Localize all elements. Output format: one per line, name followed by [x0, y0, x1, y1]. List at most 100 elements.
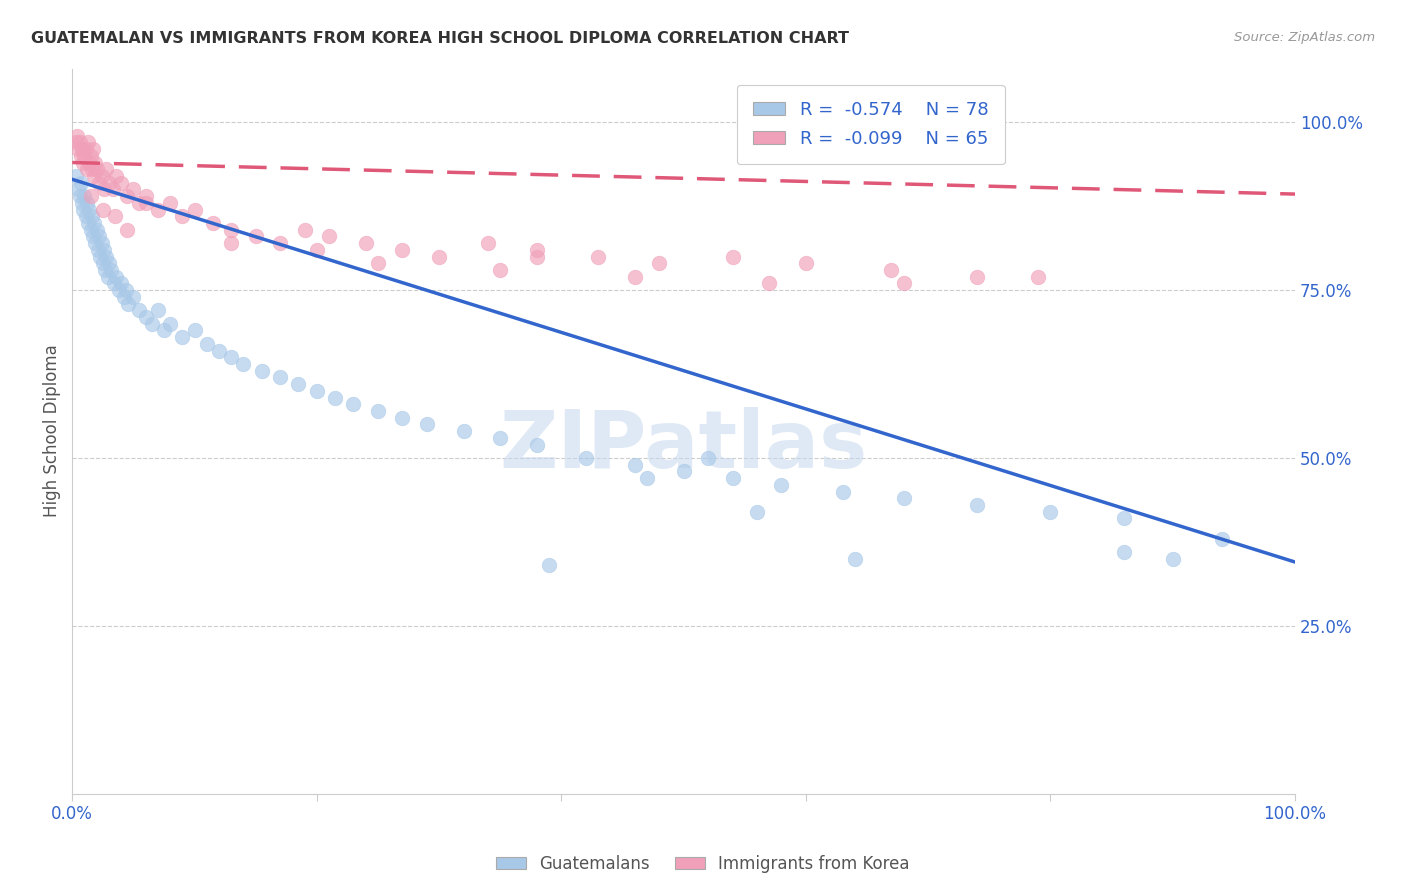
Point: [1112, 511, 1135, 525]
Point: [79, 149, 101, 163]
Point: [758, 277, 780, 291]
Point: [201, 216, 224, 230]
Point: [219, 222, 242, 236]
Point: [75, 142, 97, 156]
Point: [84, 236, 107, 251]
Point: [391, 243, 413, 257]
Point: [90, 236, 112, 251]
Point: [75, 209, 97, 223]
Point: [269, 236, 291, 251]
Point: [427, 250, 450, 264]
Point: [66, 128, 89, 143]
Point: [103, 277, 125, 291]
Point: [342, 397, 364, 411]
Point: [172, 209, 194, 223]
Point: [893, 491, 915, 506]
Point: [183, 202, 205, 217]
Point: [89, 176, 111, 190]
Point: [318, 229, 340, 244]
Point: [115, 283, 138, 297]
Point: [94, 263, 117, 277]
Point: [721, 471, 744, 485]
Point: [354, 236, 377, 251]
Y-axis label: High School Diploma: High School Diploma: [44, 344, 60, 517]
Text: Source: ZipAtlas.com: Source: ZipAtlas.com: [1234, 31, 1375, 45]
Point: [219, 350, 242, 364]
Point: [76, 195, 98, 210]
Point: [83, 216, 105, 230]
Point: [172, 330, 194, 344]
Point: [79, 202, 101, 217]
Point: [77, 216, 100, 230]
Point: [575, 450, 598, 465]
Point: [89, 229, 111, 244]
Point: [305, 243, 328, 257]
Point: [208, 343, 231, 358]
Point: [159, 317, 181, 331]
Point: [93, 182, 115, 196]
Point: [1161, 551, 1184, 566]
Point: [367, 404, 389, 418]
Point: [844, 551, 866, 566]
Point: [67, 142, 90, 156]
Point: [453, 424, 475, 438]
Point: [79, 189, 101, 203]
Point: [697, 450, 720, 465]
Point: [1112, 545, 1135, 559]
Point: [91, 202, 114, 217]
Text: GUATEMALAN VS IMMIGRANTS FROM KOREA HIGH SCHOOL DIPLOMA CORRELATION CHART: GUATEMALAN VS IMMIGRANTS FROM KOREA HIGH…: [31, 31, 849, 46]
Point: [105, 269, 128, 284]
Point: [135, 189, 157, 203]
Point: [83, 169, 105, 183]
Point: [65, 136, 87, 150]
Point: [183, 323, 205, 337]
Point: [648, 256, 671, 270]
Point: [90, 169, 112, 183]
Point: [794, 256, 817, 270]
Point: [159, 195, 181, 210]
Point: [323, 391, 346, 405]
Point: [79, 222, 101, 236]
Point: [112, 290, 135, 304]
Point: [770, 478, 793, 492]
Point: [97, 256, 120, 270]
Legend: Guatemalans, Immigrants from Korea: Guatemalans, Immigrants from Korea: [489, 848, 917, 880]
Point: [122, 182, 145, 196]
Point: [623, 458, 645, 472]
Point: [294, 222, 316, 236]
Point: [135, 310, 157, 324]
Point: [219, 236, 242, 251]
Point: [76, 162, 98, 177]
Point: [893, 277, 915, 291]
Point: [146, 202, 169, 217]
Point: [87, 243, 110, 257]
Point: [526, 437, 548, 451]
Point: [69, 176, 91, 190]
Point: [73, 189, 96, 203]
Point: [107, 283, 129, 297]
Point: [538, 558, 561, 573]
Point: [105, 169, 128, 183]
Point: [96, 250, 118, 264]
Point: [72, 155, 94, 169]
Point: [745, 505, 768, 519]
Point: [67, 182, 90, 196]
Point: [245, 229, 267, 244]
Point: [526, 243, 548, 257]
Point: [84, 155, 107, 169]
Point: [1211, 532, 1233, 546]
Point: [69, 189, 91, 203]
Point: [195, 336, 218, 351]
Point: [91, 256, 114, 270]
Point: [97, 269, 120, 284]
Point: [367, 256, 389, 270]
Point: [77, 136, 100, 150]
Point: [287, 377, 309, 392]
Point: [70, 195, 93, 210]
Point: [135, 195, 157, 210]
Point: [69, 149, 91, 163]
Point: [250, 364, 273, 378]
Point: [153, 323, 176, 337]
Point: [104, 209, 127, 223]
Point: [721, 250, 744, 264]
